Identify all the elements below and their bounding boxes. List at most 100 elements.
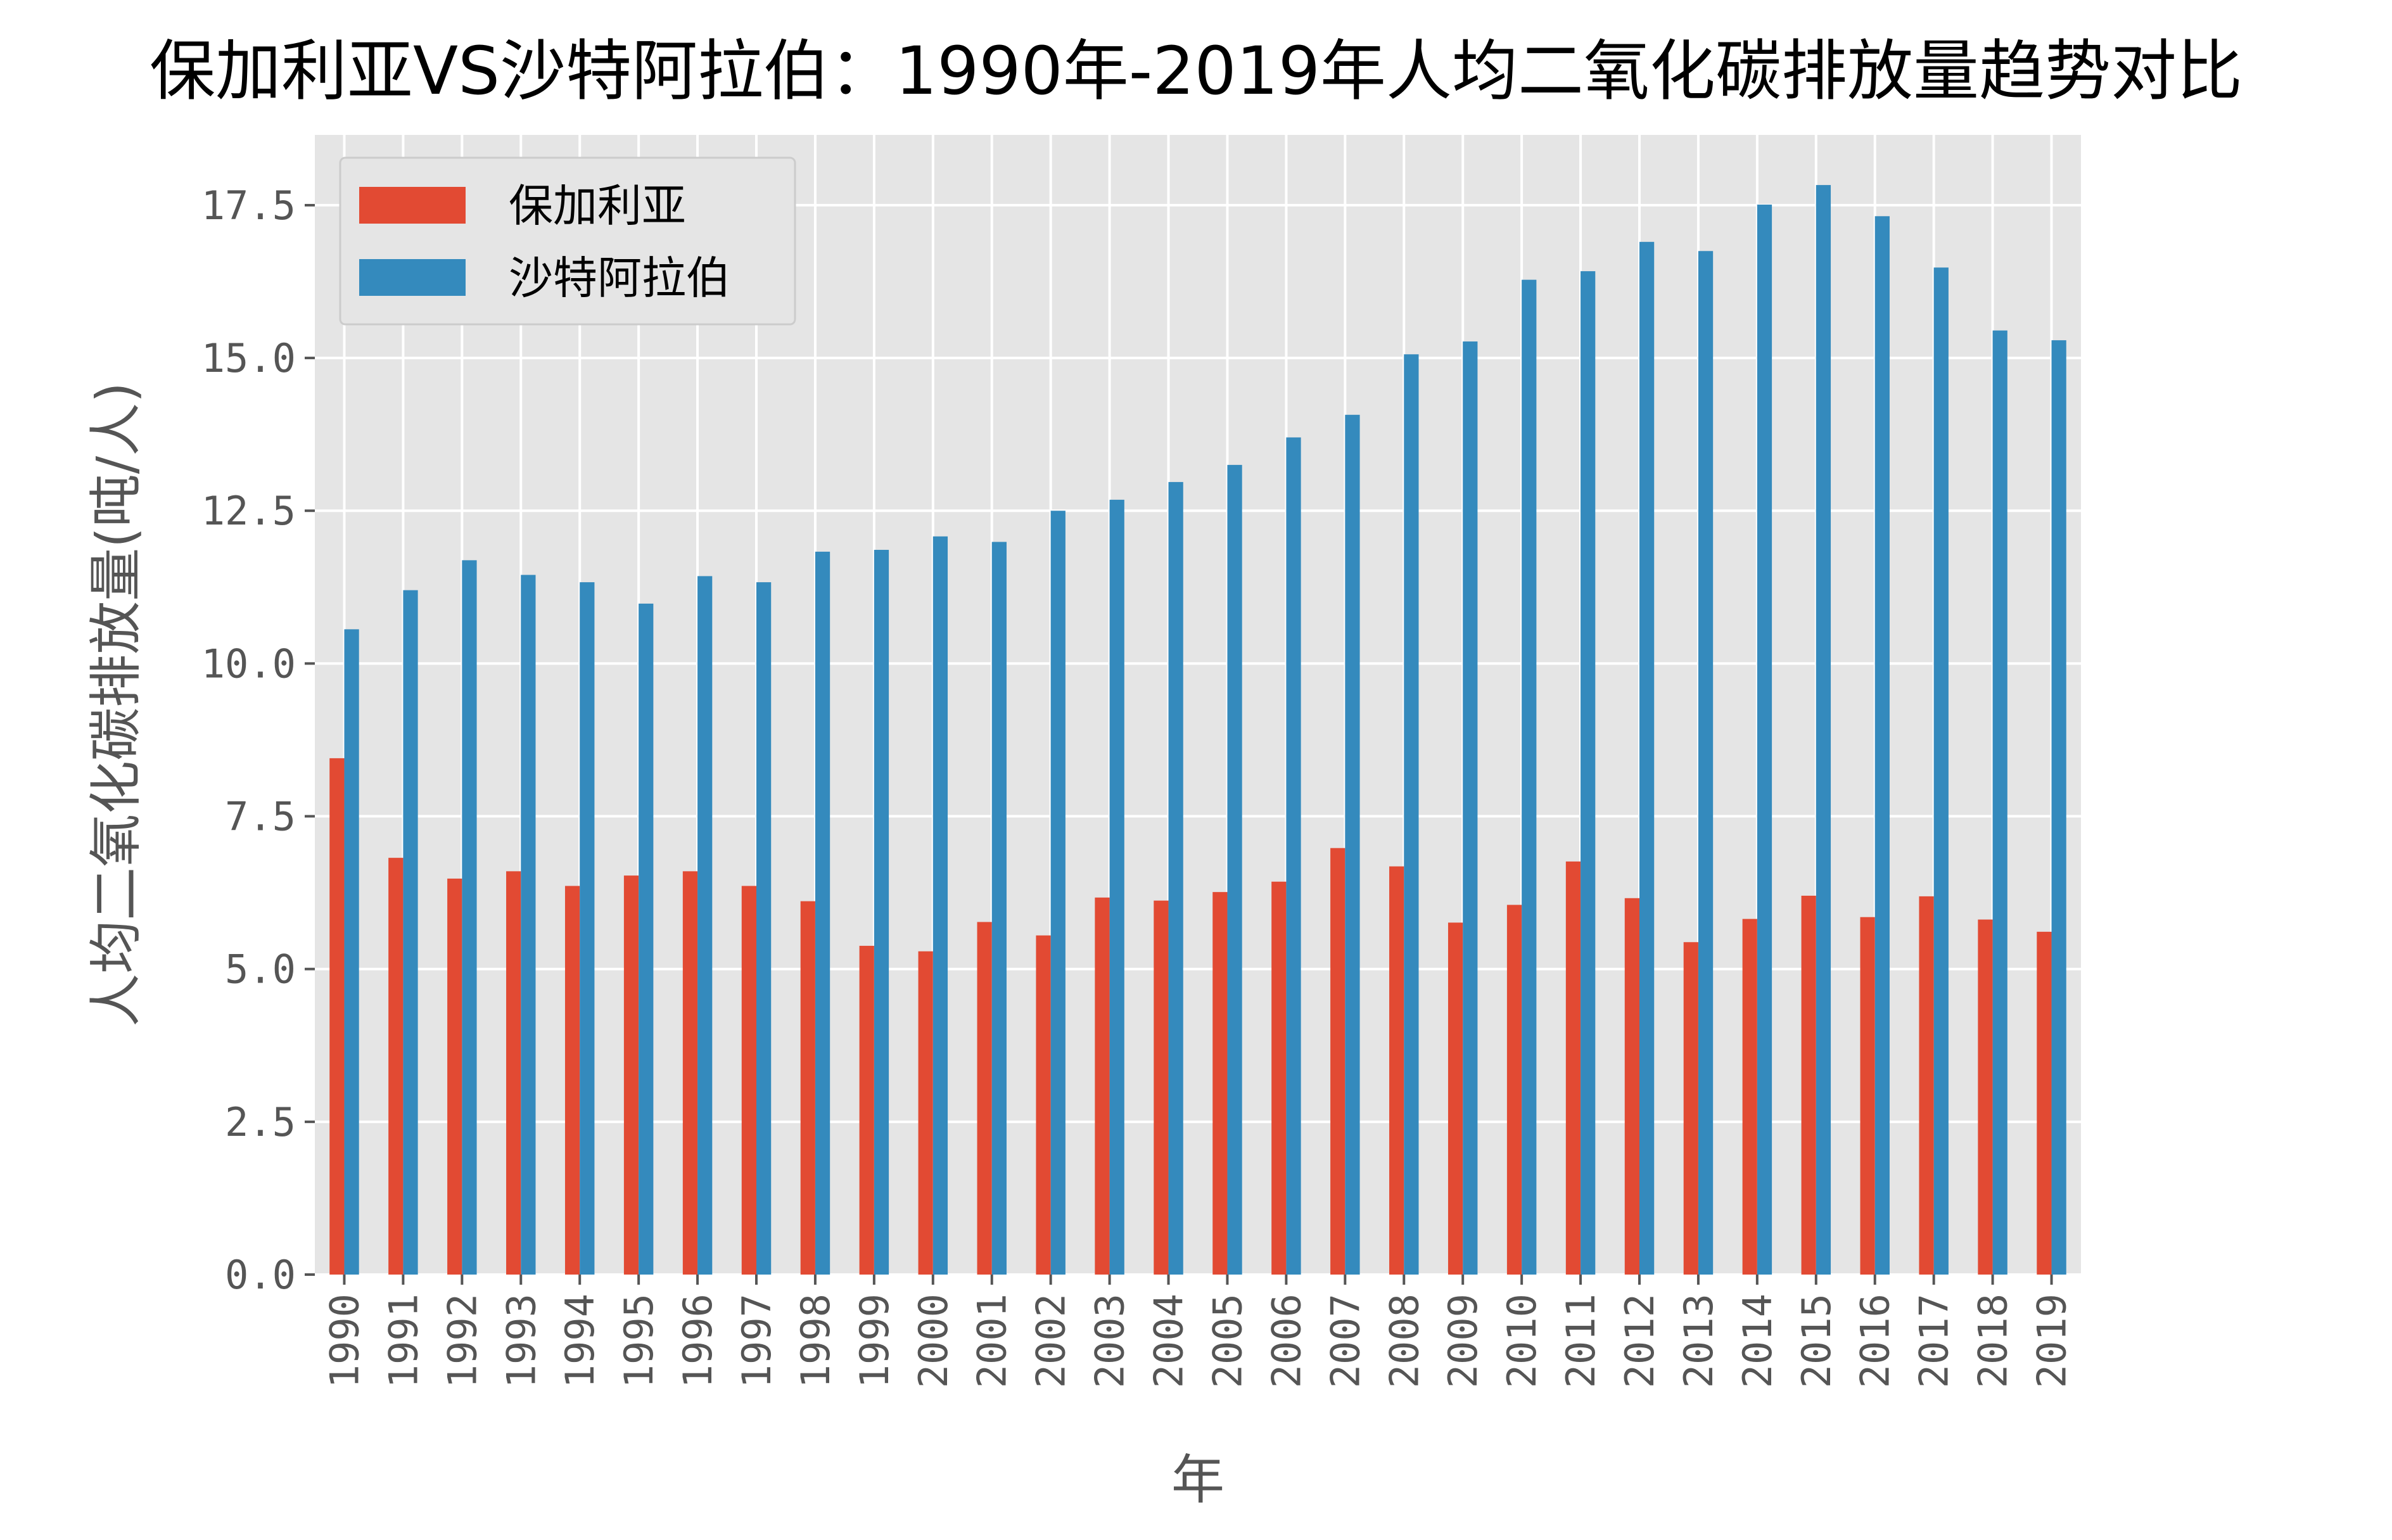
- y-axis-label: 人均二氧化碳排放量(吨/人): [85, 382, 147, 1027]
- bar-bulgaria: [682, 871, 698, 1275]
- bar-bulgaria: [1624, 898, 1639, 1275]
- bar-bulgaria: [623, 875, 639, 1275]
- bar-saudi-arabia: [1404, 354, 1419, 1275]
- bar-bulgaria: [1860, 917, 1875, 1275]
- x-tick-label: 2007: [1322, 1294, 1368, 1388]
- x-axis-label: 年: [1171, 1449, 1225, 1511]
- x-axis: 1990 1991 1992 1993 1994 1995 1996 1997 1998 1999…: [321, 1275, 2075, 1388]
- bar-saudi-arabia: [756, 582, 772, 1275]
- bar-saudi-arabia: [1227, 464, 1242, 1275]
- x-tick-label: 2015: [1793, 1294, 1840, 1388]
- bar-bulgaria: [800, 901, 815, 1275]
- x-tick-label: 2014: [1734, 1294, 1781, 1388]
- bar-saudi-arabia: [1992, 330, 2007, 1275]
- x-tick-label: 2009: [1440, 1294, 1486, 1388]
- bar-bulgaria: [506, 871, 521, 1275]
- bar-bulgaria: [918, 951, 933, 1275]
- bar-bulgaria: [447, 878, 462, 1275]
- bar-saudi-arabia: [874, 549, 889, 1275]
- bar-saudi-arabia: [1109, 499, 1124, 1275]
- bar-saudi-arabia: [403, 590, 418, 1275]
- y-tick-label: 12.5: [201, 488, 296, 534]
- bar-saudi-arabia: [932, 536, 948, 1275]
- x-tick-label: 2003: [1087, 1294, 1133, 1388]
- x-tick-label: 1998: [792, 1294, 839, 1388]
- bar-bulgaria: [1565, 861, 1581, 1275]
- x-tick-label: 2012: [1617, 1294, 1663, 1388]
- legend-swatch-saudi-arabia: [359, 259, 466, 296]
- bar-bulgaria: [1036, 935, 1051, 1275]
- bar-bulgaria: [1919, 896, 1934, 1275]
- bar-bulgaria: [741, 886, 756, 1275]
- bar-bulgaria: [1154, 900, 1169, 1275]
- x-tick-label: 1999: [851, 1294, 898, 1388]
- x-tick-label: 2018: [1970, 1294, 2016, 1388]
- bar-bulgaria: [1683, 942, 1698, 1275]
- bar-saudi-arabia: [1168, 481, 1183, 1275]
- x-tick-label: 1991: [380, 1294, 426, 1388]
- bar-saudi-arabia: [1522, 279, 1537, 1275]
- bar-saudi-arabia: [1639, 241, 1655, 1275]
- y-tick-label: 7.5: [225, 794, 296, 840]
- x-tick-label: 1994: [557, 1294, 603, 1388]
- legend: 保加利亚 沙特阿拉伯: [339, 156, 796, 326]
- x-tick-label: 1997: [734, 1294, 780, 1388]
- bar-saudi-arabia: [1698, 251, 1714, 1275]
- bar-saudi-arabia: [1933, 267, 1949, 1275]
- x-tick-label: 2008: [1381, 1294, 1427, 1388]
- bar-bulgaria: [1389, 866, 1404, 1275]
- bar-bulgaria: [859, 946, 874, 1275]
- bar-saudi-arabia: [1345, 414, 1360, 1275]
- x-tick-label: 2004: [1146, 1294, 1192, 1388]
- x-tick-label: 2000: [910, 1294, 957, 1388]
- bar-saudi-arabia: [639, 603, 654, 1275]
- bar-saudi-arabia: [991, 542, 1007, 1275]
- x-tick-label: 2005: [1204, 1294, 1250, 1388]
- legend-label-bulgaria: 保加利亚: [509, 180, 686, 232]
- bar-saudi-arabia: [1874, 216, 1890, 1275]
- x-tick-label: 2006: [1263, 1294, 1309, 1388]
- bar-bulgaria: [1506, 905, 1522, 1275]
- bars: [329, 185, 2066, 1275]
- bar-saudi-arabia: [1286, 437, 1301, 1275]
- y-tick-label: 2.5: [225, 1099, 296, 1145]
- y-axis: 0.0 2.5 5.0 7.5 10.0 12.5 15.0 17.5: [201, 182, 315, 1298]
- bar-bulgaria: [1271, 881, 1287, 1275]
- bar-bulgaria: [329, 758, 345, 1275]
- bar-saudi-arabia: [580, 582, 595, 1275]
- bar-bulgaria: [1095, 897, 1110, 1275]
- bar-bulgaria: [1212, 892, 1228, 1275]
- y-tick-label: 17.5: [201, 182, 296, 229]
- x-tick-label: 1992: [439, 1294, 485, 1388]
- bar-bulgaria: [1447, 922, 1463, 1275]
- bar-bulgaria: [1978, 919, 1993, 1275]
- x-tick-label: 2011: [1558, 1294, 1604, 1388]
- bar-saudi-arabia: [815, 551, 830, 1275]
- bar-bulgaria: [2037, 931, 2052, 1275]
- x-tick-label: 2001: [969, 1294, 1015, 1388]
- x-tick-label: 2013: [1676, 1294, 1722, 1388]
- x-tick-label: 2002: [1028, 1294, 1074, 1388]
- bar-bulgaria: [564, 886, 580, 1275]
- bar-saudi-arabia: [344, 629, 359, 1275]
- bar-bulgaria: [388, 858, 404, 1275]
- y-tick-label: 10.0: [201, 640, 296, 687]
- x-tick-label: 1995: [616, 1294, 662, 1388]
- legend-label-saudi-arabia: 沙特阿拉伯: [509, 252, 730, 304]
- x-tick-label: 1990: [321, 1294, 367, 1388]
- x-tick-label: 2010: [1499, 1294, 1545, 1388]
- bar-saudi-arabia: [462, 560, 477, 1275]
- chart-title: 保加利亚VS沙特阿拉伯：1990年-2019年人均二氧化碳排放量趋势对比: [150, 32, 2242, 110]
- x-tick-label: 1996: [675, 1294, 721, 1388]
- y-tick-label: 5.0: [225, 946, 296, 993]
- bar-bulgaria: [1801, 895, 1816, 1275]
- bar-bulgaria: [1742, 919, 1757, 1275]
- legend-swatch-bulgaria: [359, 187, 466, 224]
- x-tick-label: 1993: [498, 1294, 544, 1388]
- bar-saudi-arabia: [1050, 511, 1066, 1275]
- y-tick-label: 15.0: [201, 335, 296, 381]
- bar-saudi-arabia: [1581, 271, 1596, 1275]
- bar-bulgaria: [977, 922, 992, 1275]
- bar-saudi-arabia: [1463, 341, 1478, 1275]
